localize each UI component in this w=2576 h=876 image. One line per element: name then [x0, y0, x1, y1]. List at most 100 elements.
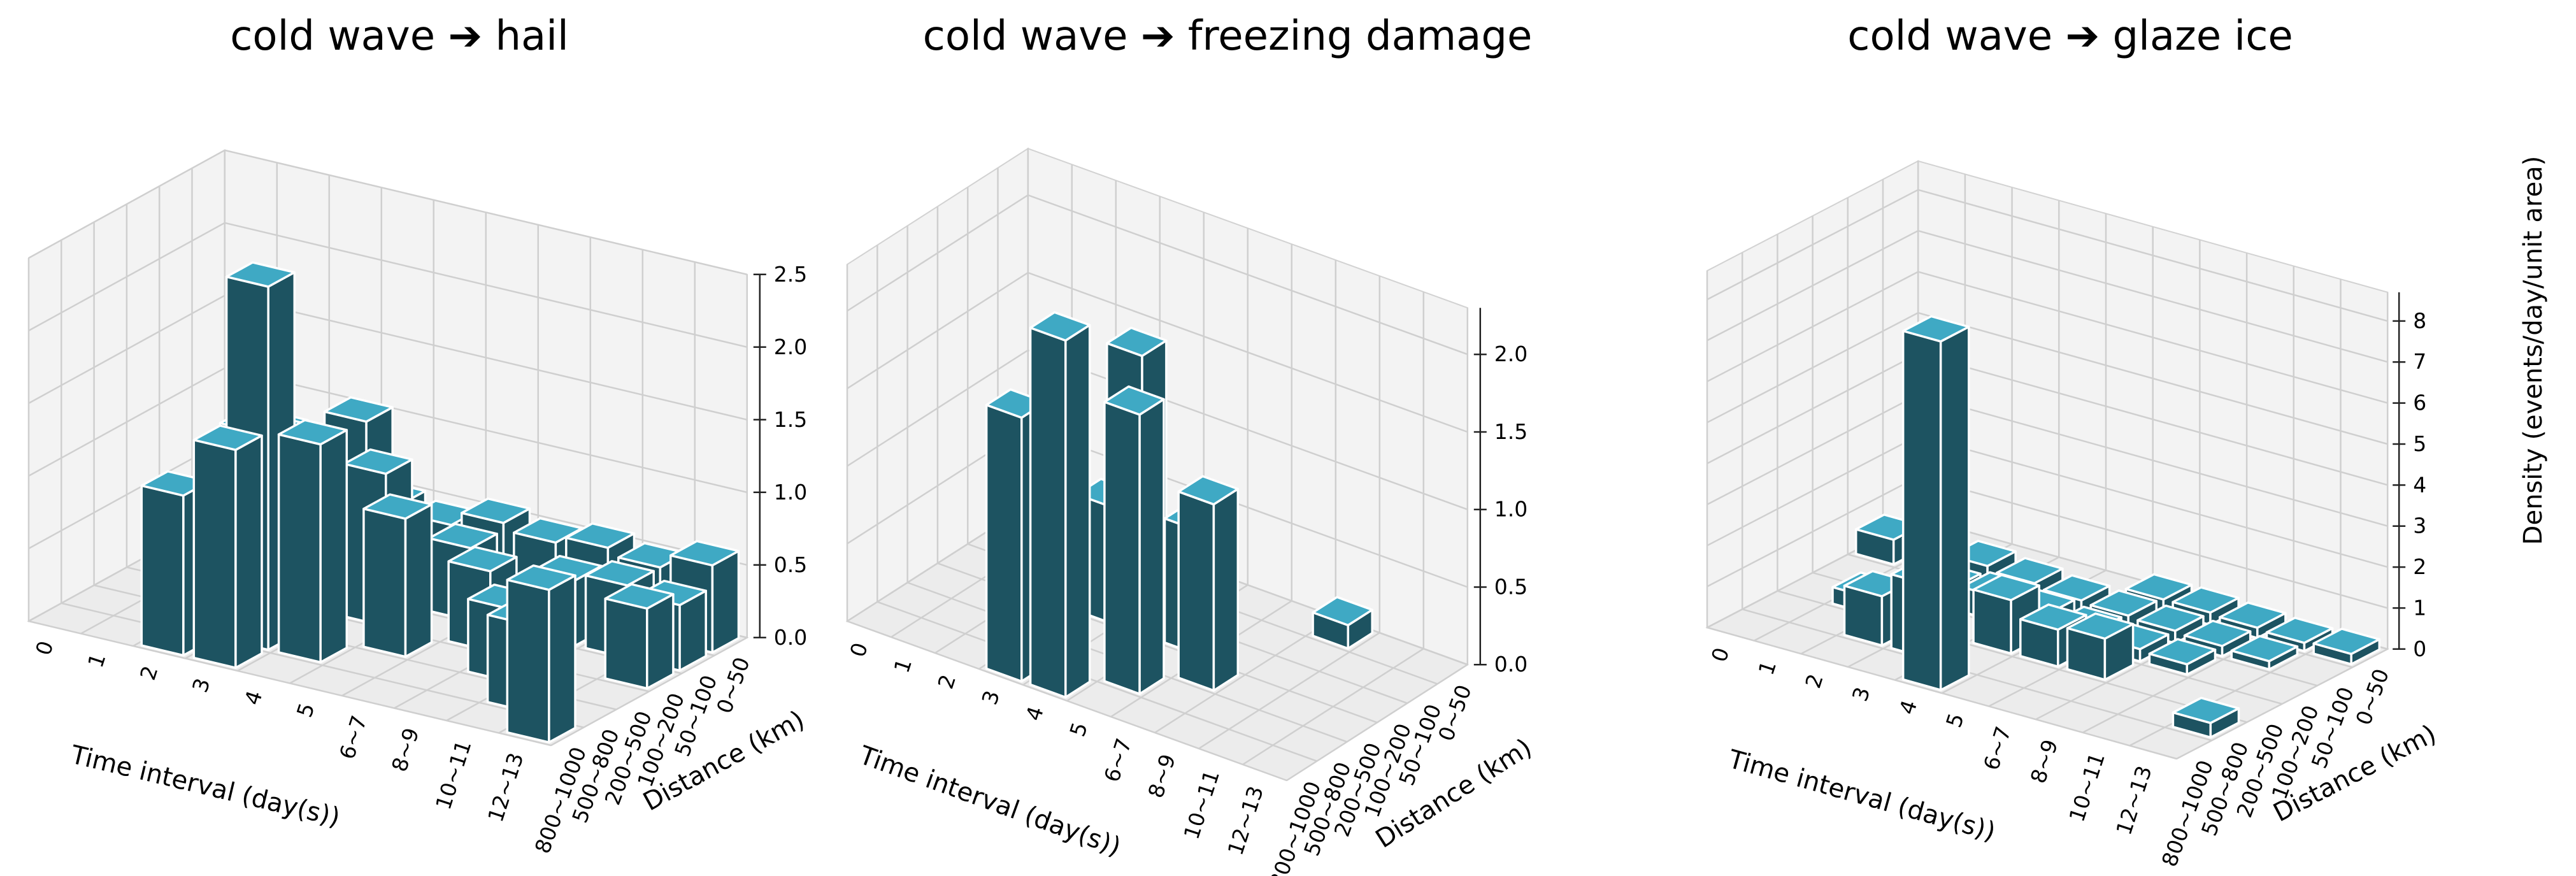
x-tick-label: 12~13: [1223, 783, 1269, 858]
bar-top-face: [2312, 628, 2381, 656]
bar: [2312, 628, 2381, 666]
x-tick-label: 6~7: [1099, 735, 1136, 785]
x-tick-label: 4: [240, 687, 268, 708]
bar: [604, 583, 675, 690]
x-tick-label: 2: [135, 663, 163, 683]
bar: [1029, 311, 1091, 699]
bar-top-face: [2219, 601, 2287, 629]
gridline: [846, 264, 1287, 782]
x-tick-label: 0: [31, 638, 59, 658]
bar-side-face: [1138, 398, 1165, 695]
bar-top-face: [584, 560, 655, 587]
bar-top-face: [2019, 603, 2087, 631]
gridlines: [846, 148, 1469, 782]
z-tick-label: 1.0: [1494, 497, 1528, 522]
x-axis-label: Time interval (day(s)): [1724, 744, 1998, 847]
chart-title: cold wave ➔ hail: [230, 13, 569, 60]
bar-top-face: [1029, 311, 1091, 342]
bar-top-face: [362, 493, 433, 520]
x-tick-label: 12~13: [2111, 763, 2157, 838]
bar-side-face: [646, 592, 675, 690]
bar-side-face: [1212, 487, 1240, 692]
x-tick-label: 3: [1847, 684, 1875, 705]
bar: [1103, 385, 1165, 695]
bar: [2230, 635, 2299, 671]
chart-title: cold wave ➔ glaze ice: [1847, 13, 2293, 60]
z-tick-label: 7: [2413, 349, 2426, 374]
z-tick-label: 1.5: [774, 407, 807, 432]
bar-top-face: [2172, 586, 2240, 614]
z-axis-label: Density (events/day/unit area): [2519, 156, 2548, 545]
x-tick-label: 5: [1065, 719, 1093, 740]
z-axis: 0.0 0.5 1.0 1.5 2.0 2.5: [753, 262, 807, 650]
bar-top-face: [2089, 589, 2158, 617]
bar-top-face: [1901, 315, 1970, 343]
bar-side-face: [319, 429, 348, 664]
bar-top-face: [461, 497, 531, 524]
y-tick-label: 0~50: [2351, 666, 2394, 729]
x-axis-label: Time interval (day(s)): [855, 740, 1124, 862]
z-tick-label: 2.0: [774, 334, 807, 359]
x-tick-label: 5: [292, 700, 320, 721]
z-tick-label: 4: [2413, 472, 2426, 497]
z-axis: 0.0 0.5 1.0 1.5 2.0: [1473, 308, 1528, 677]
axes-box: [1705, 160, 2389, 760]
x-tick-label: 0: [845, 640, 873, 660]
z-tick-label: 2: [2413, 554, 2426, 579]
bar-top-face: [604, 583, 675, 610]
bar: [2066, 612, 2135, 681]
bar-top-face: [669, 540, 740, 567]
bar: [1312, 596, 1373, 650]
gridline: [27, 258, 552, 747]
bar-side-face: [548, 574, 576, 743]
panel-cold-wave-hail: cold wave ➔ hail 0.0 0.5 1.0 1.5 2.0 2.5 0 1 2 3 4…: [27, 13, 810, 857]
x-tick-label: 3: [187, 675, 215, 696]
z-tick-label: 3: [2413, 513, 2426, 538]
bars: [985, 311, 1373, 699]
z-tick-label: 0.5: [1494, 574, 1528, 599]
x-tick-label: 10~11: [2064, 750, 2110, 825]
bar-front-face: [1177, 490, 1215, 692]
z-tick-label: 1.0: [774, 480, 807, 505]
x-tick-label: 1: [889, 656, 917, 676]
gridline: [93, 222, 617, 710]
panel-cold-wave-freezing-damage: cold wave ➔ freezing damage 0.0 0.5 1.0 1.5…: [845, 13, 1538, 876]
x-tick-label: 8~9: [2026, 736, 2063, 786]
panel-cold-wave-glaze-ice: cold wave ➔ glaze ice 0123456780123456~7…: [1705, 13, 2548, 870]
x-tick-label: 6~7: [1979, 723, 2016, 773]
bar-front-face: [604, 597, 648, 690]
bar-top-face: [2265, 616, 2334, 644]
z-tick-label: 1.5: [1494, 419, 1528, 444]
x-tick-label: 8~9: [1143, 751, 1180, 801]
gridline: [61, 240, 584, 729]
z-tick-label: 0.0: [1494, 652, 1528, 677]
x-tick-label: 10~11: [1179, 767, 1225, 842]
bar: [2172, 696, 2240, 739]
x-tick-label: 12~13: [483, 750, 529, 825]
z-tick-label: 0.0: [774, 625, 807, 650]
gridline: [877, 245, 1317, 762]
bar-top-face: [447, 545, 518, 573]
gridline: [1777, 234, 2247, 723]
x-tick-label: 4: [1894, 697, 1922, 717]
bar-front-face: [985, 403, 1023, 683]
bar-top-face: [2042, 574, 2111, 602]
bar-top-face: [1106, 326, 1168, 357]
gridline: [906, 226, 1348, 743]
bar-front-face: [140, 484, 185, 657]
x-tick-label: 3: [977, 687, 1005, 708]
bar: [1901, 315, 1970, 691]
bar-top-face: [323, 396, 394, 423]
bar-front-face: [1029, 326, 1067, 699]
z-tick-label: 0.5: [774, 552, 807, 577]
x-tick-label: 5: [1941, 710, 1969, 731]
bars: [1831, 315, 2381, 739]
bar-side-face: [711, 550, 740, 654]
bar: [277, 419, 348, 664]
bar-side-face: [234, 434, 263, 669]
bar-top-face: [192, 424, 263, 451]
bar-front-face: [192, 438, 237, 669]
z-tick-label: 2.5: [774, 262, 807, 287]
x-axis-label: Time interval (day(s)): [68, 740, 343, 833]
bar: [2148, 638, 2217, 676]
